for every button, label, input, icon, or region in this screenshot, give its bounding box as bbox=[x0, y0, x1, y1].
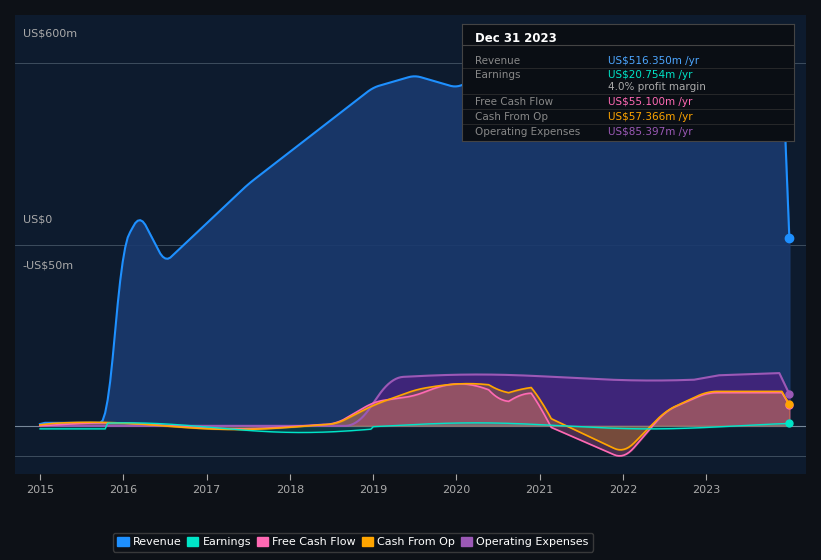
Text: US$0: US$0 bbox=[23, 214, 53, 225]
Text: US$600m: US$600m bbox=[23, 29, 77, 39]
Text: -US$50m: -US$50m bbox=[23, 260, 74, 270]
Legend: Revenue, Earnings, Free Cash Flow, Cash From Op, Operating Expenses: Revenue, Earnings, Free Cash Flow, Cash … bbox=[113, 533, 593, 552]
